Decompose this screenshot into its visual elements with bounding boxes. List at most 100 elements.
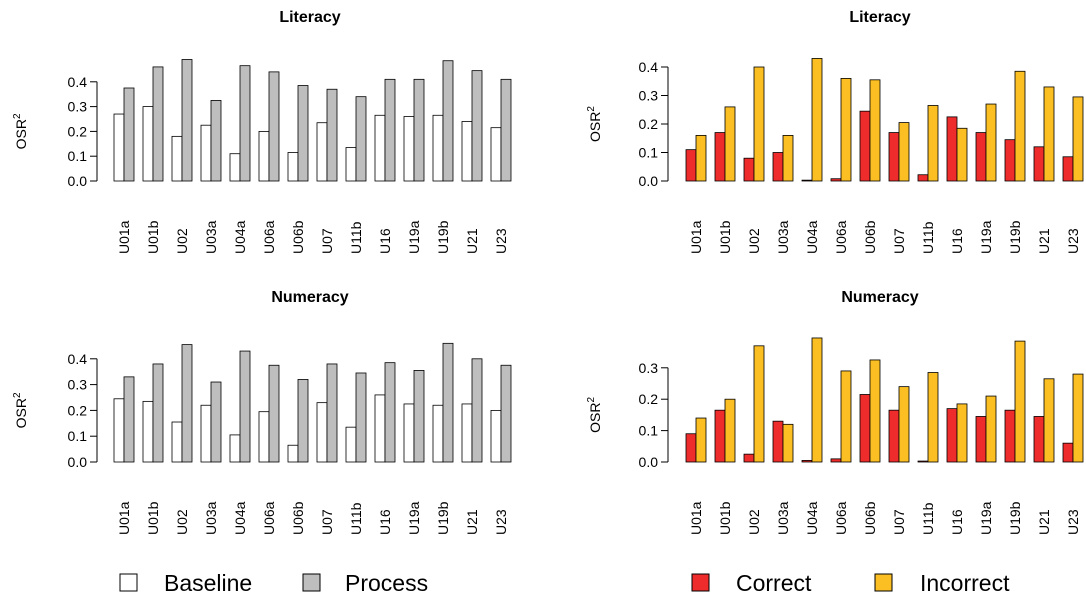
bar-baseline-u06b (287, 444, 299, 463)
x-tick-label: U19a (406, 501, 422, 535)
chart-panels: Literacy 0.0 0.1 0.2 0.3 0.4 OSR2 U01a U01b U02 U0… (12, 9, 1084, 535)
x-tick-label: U07 (319, 509, 335, 535)
x-tick-label: U19a (978, 220, 994, 254)
x-tick-label: U07 (891, 509, 907, 535)
bar-incorrect-u01b (724, 106, 736, 182)
bar-process-u16 (384, 362, 396, 463)
bar-process-u04a (239, 65, 251, 182)
y-axis-label: OSR2 (586, 397, 603, 433)
bar-incorrect-u04a (811, 58, 823, 182)
x-tick-label: U19b (1007, 501, 1023, 535)
bar-incorrect-u19a (985, 103, 997, 182)
bar-process-u19b (442, 342, 454, 463)
bar-baseline-u21 (461, 403, 473, 463)
bar-process-u19a (413, 78, 425, 182)
bar-baseline-u23 (490, 127, 502, 182)
x-tick-label: U07 (891, 228, 907, 254)
legend-left: Baseline Process (119, 570, 428, 596)
y-axis-label: OSR2 (12, 113, 29, 149)
bar-correct-u02 (743, 453, 755, 463)
bar-process-u01b (152, 363, 164, 463)
bar-incorrect-u16 (956, 403, 968, 463)
chart-panel-4: Numeracy 0.0 0.1 0.2 0.3 OSR2 U01a U01b U02 U03a U… (586, 289, 1084, 535)
bar-process-u07 (326, 88, 338, 182)
bar-process-u19b (442, 60, 454, 182)
legend-right: Correct Incorrect (691, 570, 1010, 596)
bar-correct-u07 (888, 409, 900, 463)
bar-incorrect-u01b (724, 398, 736, 463)
x-tick-label: U11b (920, 502, 936, 535)
bar-baseline-u19a (403, 116, 415, 182)
bar-incorrect-u01a (695, 417, 707, 463)
x-tick-label: U03a (775, 220, 791, 254)
y-tick-label: 0.1 (68, 148, 88, 164)
bar-correct-u06a (830, 458, 842, 463)
bar-correct-u16 (946, 408, 958, 463)
bar-process-u02 (181, 344, 193, 463)
x-tick-label: U03a (203, 501, 219, 535)
bar-correct-u04a (801, 179, 813, 182)
bar-incorrect-u04a (811, 337, 823, 463)
x-tick-label: U01b (145, 501, 161, 535)
y-tick-label: 0.0 (68, 454, 88, 470)
bar-correct-u01a (685, 433, 697, 463)
bar-incorrect-u19b (1014, 340, 1026, 463)
x-tick-label: U01a (688, 220, 704, 254)
x-tick-label: U01a (688, 501, 704, 535)
bar-baseline-u03a (200, 404, 212, 463)
y-tick-label: 0.2 (639, 116, 659, 132)
bar-incorrect-u21 (1043, 378, 1055, 463)
bar-correct-u06b (859, 110, 871, 182)
bar-process-u23 (500, 364, 512, 463)
bar-incorrect-u06b (869, 79, 881, 182)
legend-label-baseline: Baseline (164, 570, 252, 596)
x-tick-label: U16 (949, 228, 965, 254)
x-tick-label: U06a (833, 220, 849, 254)
bar-baseline-u04a (229, 153, 241, 182)
y-tick-label: 0.1 (639, 423, 659, 439)
bar-baseline-u16 (374, 114, 386, 182)
bar-incorrect-u06a (840, 78, 852, 182)
x-tick-label: U19a (406, 220, 422, 254)
bar-correct-u03a (772, 152, 784, 182)
bar-incorrect-u11b (927, 372, 939, 463)
chart-title: Literacy (849, 9, 910, 26)
bar-process-u06a (268, 364, 280, 463)
bar-process-u23 (500, 78, 512, 182)
x-tick-label: U23 (493, 228, 509, 254)
x-tick-label: U21 (464, 228, 480, 254)
y-axis-label: OSR2 (586, 106, 603, 142)
bar-baseline-u11b (345, 426, 357, 463)
bar-process-u21 (471, 358, 483, 463)
bar-baseline-u19b (432, 404, 444, 463)
x-tick-label: U06a (261, 501, 277, 535)
bar-incorrect-u02 (753, 66, 765, 182)
x-tick-label: U19b (1007, 220, 1023, 254)
legend-label-process: Process (345, 570, 428, 596)
bar-baseline-u01a (113, 398, 125, 463)
chart-title: Numeracy (271, 289, 348, 306)
bar-correct-u19b (1004, 139, 1016, 182)
x-tick-label: U11b (920, 221, 936, 254)
bar-baseline-u07 (316, 122, 328, 182)
x-tick-label: U21 (1036, 228, 1052, 254)
chart-title: Numeracy (841, 289, 918, 306)
bar-baseline-u07 (316, 402, 328, 463)
bar-correct-u01b (714, 409, 726, 463)
x-tick-label: U01a (116, 501, 132, 535)
legend-label-correct: Correct (736, 570, 812, 596)
x-tick-label: U19b (435, 501, 451, 535)
bar-correct-u11b (917, 174, 929, 182)
bar-incorrect-u19b (1014, 70, 1026, 182)
bar-process-u07 (326, 363, 338, 463)
chart-title: Literacy (279, 9, 340, 26)
bar-baseline-u11b (345, 147, 357, 182)
x-tick-label: U04a (804, 220, 820, 254)
bar-incorrect-u06b (869, 359, 881, 463)
bar-correct-u01b (714, 132, 726, 182)
bar-incorrect-u23 (1072, 96, 1084, 182)
x-tick-label: U01b (717, 501, 733, 535)
bar-incorrect-u16 (956, 127, 968, 182)
x-tick-label: U06a (833, 501, 849, 535)
x-tick-label: U21 (1036, 509, 1052, 535)
